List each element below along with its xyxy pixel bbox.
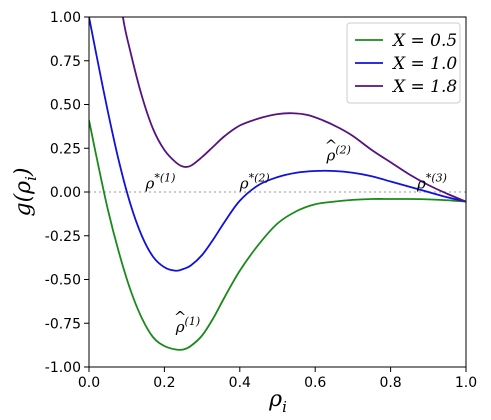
x-tick-label: 1.0 xyxy=(455,375,477,391)
annotation-rho-hat: ρ(1) xyxy=(175,315,200,336)
x-tick-label: 0.2 xyxy=(153,375,175,391)
legend-label: X = 0.5 xyxy=(391,31,457,51)
series-line-1 xyxy=(89,120,466,351)
y-tick-label: -0.75 xyxy=(45,316,81,332)
series-line-3 xyxy=(122,17,466,203)
y-tick-label: 1.00 xyxy=(50,10,81,26)
y-tick-label: -1.00 xyxy=(45,360,81,376)
legend-box xyxy=(346,22,461,104)
annotation-rho-star: ρ*(3) xyxy=(416,172,447,193)
x-tick-label: 0.8 xyxy=(379,375,401,391)
y-tick-label: 0.25 xyxy=(50,141,81,157)
x-tick-label: 0.0 xyxy=(78,375,100,391)
series-line-2 xyxy=(89,17,466,272)
x-tick-label: 0.4 xyxy=(229,375,251,391)
y-axis-label: g(ρi) xyxy=(11,167,40,216)
annotation-rho-star: ρ*(2) xyxy=(239,172,270,193)
x-axis-label: ρi xyxy=(268,387,287,416)
annotation-rho-star: ρ*(1) xyxy=(145,172,176,193)
hat-mark: ^ xyxy=(174,308,187,326)
y-tick-label: -0.25 xyxy=(45,229,81,245)
hat-mark: ^ xyxy=(325,137,338,155)
y-tick-label: -0.50 xyxy=(45,273,81,289)
y-tick-label: 0.00 xyxy=(50,185,81,201)
y-tick-label: 0.75 xyxy=(50,54,81,70)
annotation-rho-hat: ρ(2) xyxy=(326,144,351,165)
y-tick-label: 0.50 xyxy=(50,98,81,114)
legend-label: X = 1.8 xyxy=(391,77,457,97)
x-tick-label: 0.6 xyxy=(304,375,326,391)
legend-label: X = 1.0 xyxy=(391,54,457,74)
